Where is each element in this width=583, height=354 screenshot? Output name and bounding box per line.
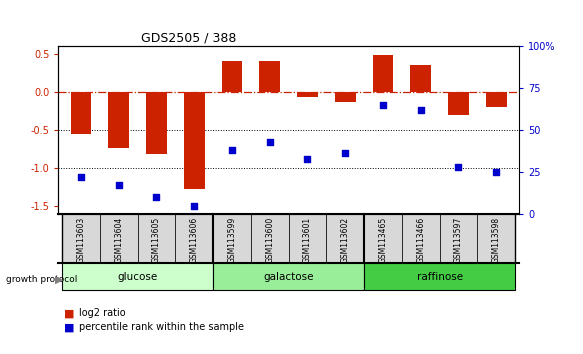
Text: ■: ■ (64, 308, 75, 318)
Point (265, 139, 275, 144)
Bar (138, 214, 175, 263)
Text: GDS2505 / 388: GDS2505 / 388 (141, 32, 237, 45)
Text: GSM113603: GSM113603 (76, 216, 86, 263)
Text: GSM113597: GSM113597 (454, 216, 463, 263)
Point (491, 169, 501, 175)
Point (76, 174, 86, 180)
Text: GSM113598: GSM113598 (491, 216, 501, 263)
Text: GSM113466: GSM113466 (416, 216, 425, 263)
Bar (364, 263, 515, 290)
Bar (108, 92, 129, 148)
Point (454, 164, 463, 170)
Bar (448, 92, 469, 115)
Bar (100, 214, 138, 263)
Bar (486, 92, 507, 107)
Bar (364, 214, 402, 263)
Text: GSM113606: GSM113606 (189, 216, 199, 263)
Bar (410, 65, 431, 92)
Text: GSM113600: GSM113600 (265, 216, 274, 263)
Bar (175, 214, 213, 263)
Text: GSM113599: GSM113599 (227, 216, 237, 263)
Point (114, 183, 124, 188)
Bar (373, 55, 394, 92)
Bar (62, 214, 100, 263)
Bar (251, 214, 289, 263)
Bar (297, 92, 318, 97)
Point (152, 194, 161, 200)
Bar (222, 61, 243, 92)
Text: glucose: glucose (117, 272, 158, 281)
Bar (146, 92, 167, 154)
Bar (259, 61, 280, 92)
Bar (184, 92, 205, 189)
Text: log2 ratio: log2 ratio (79, 308, 125, 318)
Point (303, 156, 312, 161)
Point (227, 147, 237, 153)
Point (340, 151, 350, 156)
Text: GSM113605: GSM113605 (152, 216, 161, 263)
Text: raffinose: raffinose (416, 272, 463, 281)
Bar (335, 92, 356, 102)
Bar (71, 92, 92, 134)
Text: ▶: ▶ (55, 275, 64, 285)
Bar (402, 214, 440, 263)
Text: growth protocol: growth protocol (6, 275, 77, 284)
Point (416, 107, 426, 113)
Bar (289, 214, 326, 263)
Bar (62, 263, 213, 290)
Bar (477, 214, 515, 263)
Text: ■: ■ (64, 322, 75, 332)
Text: percentile rank within the sample: percentile rank within the sample (79, 322, 244, 332)
Text: GSM113604: GSM113604 (114, 216, 123, 263)
Bar (326, 214, 364, 263)
Bar (213, 263, 364, 290)
Point (189, 203, 199, 209)
Bar (440, 214, 477, 263)
Bar (213, 214, 251, 263)
Text: GSM113602: GSM113602 (340, 216, 350, 263)
Text: GSM113601: GSM113601 (303, 216, 312, 263)
Text: GSM113465: GSM113465 (378, 216, 388, 263)
Point (378, 102, 388, 108)
Text: galactose: galactose (264, 272, 314, 281)
